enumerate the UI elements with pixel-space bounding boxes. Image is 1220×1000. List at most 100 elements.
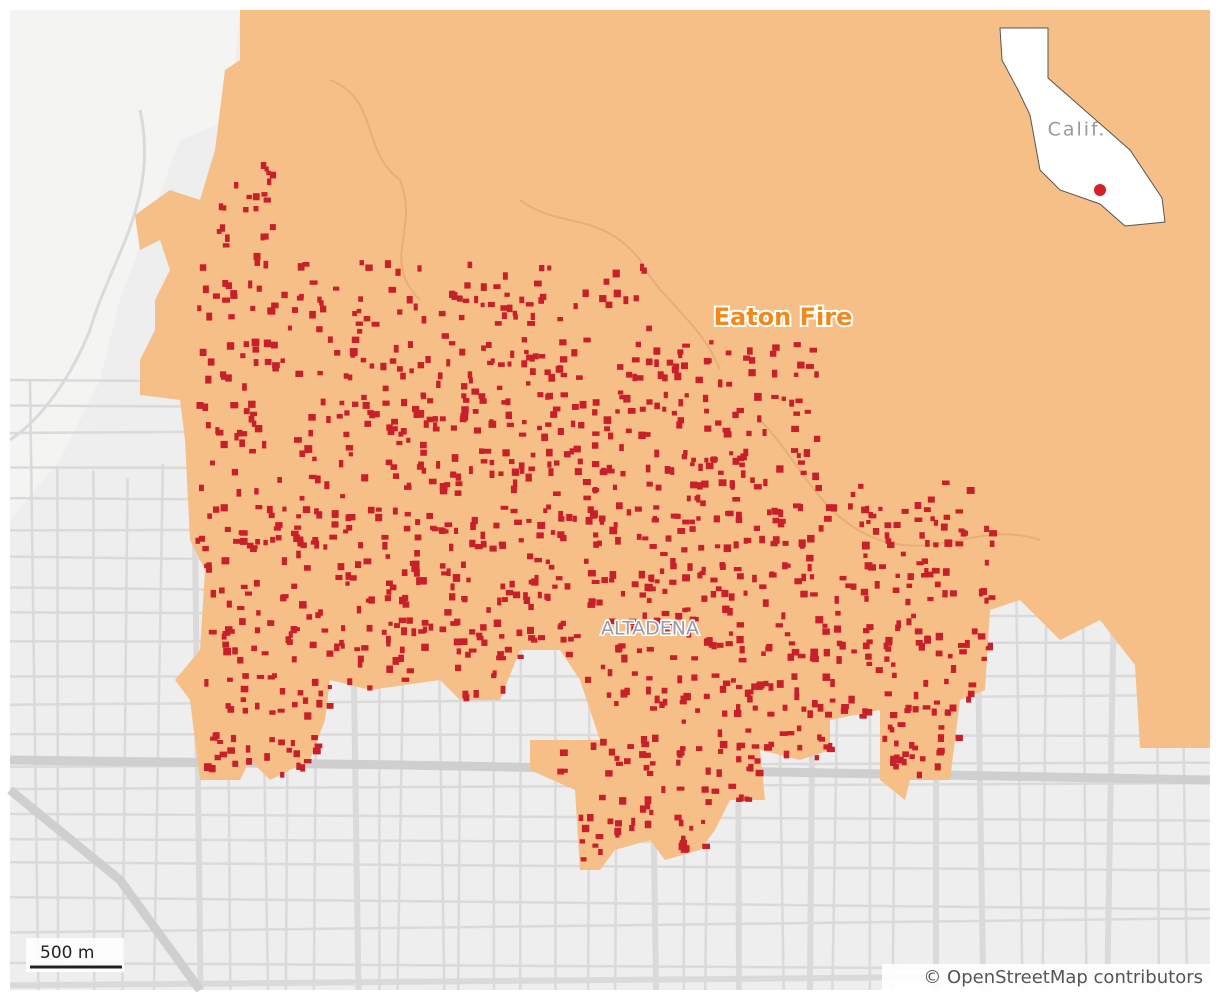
building — [709, 340, 714, 345]
building — [661, 610, 670, 616]
building — [212, 293, 220, 299]
building — [496, 385, 503, 391]
building — [722, 710, 728, 717]
building — [736, 797, 743, 803]
building — [606, 468, 615, 474]
building — [593, 541, 599, 548]
building — [249, 448, 256, 454]
attribution: © OpenStreetMap contributors — [923, 967, 1203, 988]
building — [254, 627, 261, 634]
building — [350, 353, 356, 358]
building — [875, 667, 883, 674]
building — [278, 739, 285, 746]
building — [678, 399, 684, 407]
building — [980, 587, 987, 596]
building — [665, 535, 672, 542]
building — [801, 573, 807, 582]
building — [539, 293, 547, 301]
building — [845, 583, 852, 589]
building — [701, 819, 706, 825]
building — [922, 705, 931, 710]
building — [432, 416, 438, 422]
building — [418, 461, 424, 469]
building — [224, 526, 231, 533]
building — [682, 343, 690, 348]
building — [768, 683, 774, 691]
building — [812, 472, 820, 481]
building — [715, 420, 722, 426]
building — [525, 473, 532, 482]
building — [277, 477, 282, 483]
building — [694, 617, 699, 622]
building — [812, 655, 819, 663]
building — [893, 764, 899, 770]
building — [474, 295, 479, 304]
building — [619, 395, 626, 400]
building — [208, 629, 217, 635]
building — [220, 504, 228, 512]
building — [225, 282, 232, 290]
building — [830, 679, 835, 687]
building — [759, 535, 765, 544]
building — [705, 767, 711, 775]
building — [624, 758, 631, 765]
building — [263, 197, 271, 203]
building — [369, 411, 376, 419]
building — [404, 485, 412, 490]
building — [585, 676, 592, 683]
building — [649, 544, 657, 549]
building — [850, 583, 857, 590]
building — [966, 696, 972, 703]
building — [923, 507, 931, 513]
building — [598, 515, 606, 522]
building — [701, 786, 709, 793]
building — [357, 328, 363, 334]
building — [764, 744, 772, 751]
building — [253, 579, 260, 587]
building — [409, 368, 414, 374]
building — [326, 416, 331, 424]
building — [671, 366, 677, 372]
building — [801, 706, 807, 712]
building — [537, 425, 542, 431]
building — [387, 428, 395, 436]
building — [296, 514, 302, 519]
building — [919, 532, 925, 539]
building — [767, 509, 772, 516]
building — [316, 511, 323, 519]
place-label: ALTADENA — [601, 618, 699, 640]
building — [538, 354, 546, 359]
building — [348, 374, 353, 381]
building — [413, 303, 418, 311]
building — [968, 682, 977, 688]
building — [439, 416, 446, 422]
building — [800, 590, 808, 598]
building — [772, 536, 780, 544]
building — [493, 284, 501, 290]
building — [345, 572, 352, 580]
building — [690, 481, 698, 489]
building — [389, 358, 397, 364]
building — [390, 464, 398, 470]
building — [701, 595, 708, 602]
building — [452, 574, 461, 582]
building — [705, 462, 714, 470]
building — [504, 646, 512, 653]
building — [696, 746, 703, 752]
building — [502, 272, 508, 280]
building — [705, 799, 712, 806]
building — [499, 543, 507, 550]
building — [421, 467, 427, 474]
building — [352, 311, 358, 317]
building — [356, 308, 362, 314]
building — [641, 741, 650, 748]
building — [642, 536, 649, 541]
building — [239, 618, 246, 626]
building — [505, 398, 511, 406]
building — [831, 504, 838, 512]
building — [723, 431, 732, 438]
building — [345, 445, 354, 451]
building — [689, 616, 697, 624]
building — [385, 554, 391, 559]
building — [784, 632, 791, 637]
